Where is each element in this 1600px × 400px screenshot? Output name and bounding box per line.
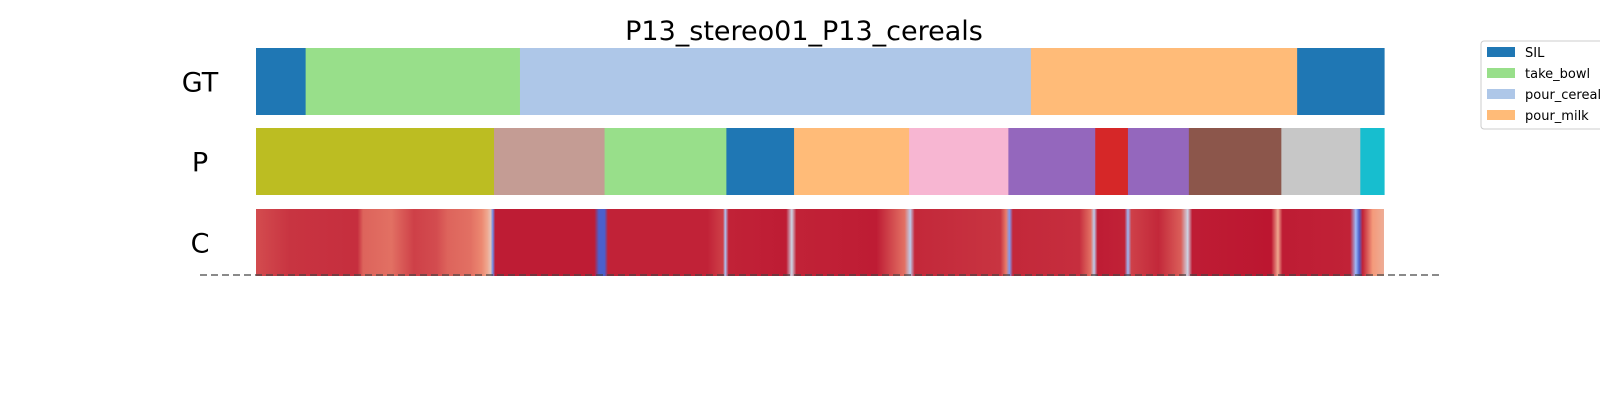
legend-swatch-take_bowl: [1487, 68, 1515, 78]
legend: SIL take_bowl pour_cereals pour_milk: [1480, 40, 1600, 130]
segment-p-0: [256, 128, 495, 195]
chart-title: P13_stereo01_P13_cereals: [625, 16, 983, 47]
legend-swatch-SIL: [1487, 47, 1515, 57]
legend-swatch-pour_milk: [1487, 110, 1515, 120]
segment-p-8: [1127, 128, 1190, 195]
legend-label-SIL: SIL: [1525, 46, 1545, 61]
legend-label-pour_milk: pour_milk: [1525, 109, 1589, 124]
segment-p-5: [909, 128, 1009, 195]
row-label-gt: GT: [182, 68, 219, 99]
row-label-c: C: [191, 229, 210, 260]
legend-label-pour_cereals: pour_cereals: [1525, 88, 1600, 103]
segment-p-9: [1188, 128, 1282, 195]
segment-p-11: [1360, 128, 1385, 195]
legend-frame: [1480, 40, 1600, 130]
segment-p-6: [1008, 128, 1096, 195]
segment-p-2: [604, 128, 727, 195]
segment-rows: GT P C: [182, 48, 1385, 276]
segment-gt-4: [1297, 48, 1385, 115]
segment-gt-0: [256, 48, 307, 115]
segment-gt-2: [519, 48, 1032, 115]
row-label-p: P: [192, 148, 208, 179]
segment-gt-3: [1030, 48, 1298, 115]
segment-p-4: [794, 128, 910, 195]
segment-p-7: [1095, 128, 1129, 195]
confidence-strip: [256, 209, 1384, 276]
segment-p-10: [1281, 128, 1361, 195]
legend-swatch-pour_cereals: [1487, 89, 1515, 99]
segment-p-1: [494, 128, 606, 195]
legend-label-take_bowl: take_bowl: [1525, 67, 1590, 82]
segment-gt-1: [305, 48, 521, 115]
segment-p-3: [726, 128, 795, 195]
